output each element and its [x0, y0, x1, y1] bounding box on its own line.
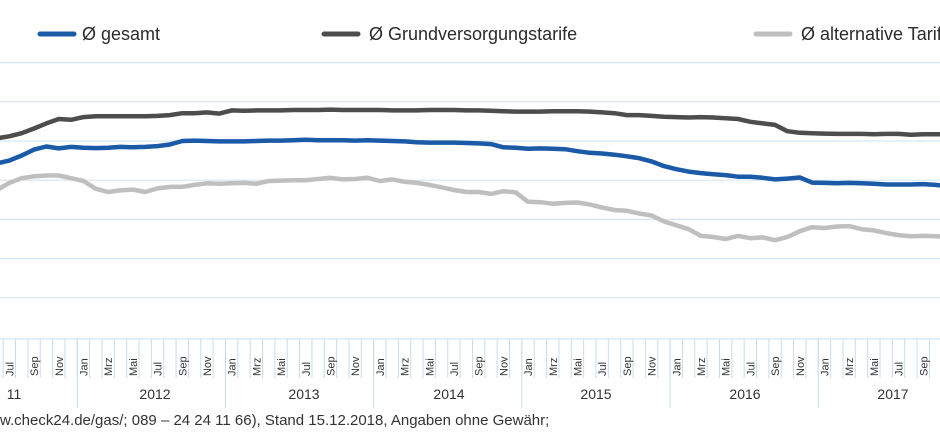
year-tick-label: 11: [7, 386, 22, 402]
series-group: [0, 107, 940, 243]
year-tick-label: 2013: [288, 386, 319, 402]
x-axis: Jul Sep Nov Jan Mrz Mai Jul Sep Nov Jan Mrz Mai Jul S…: [0, 338, 940, 408]
month-tick-label: Jan: [375, 358, 387, 376]
month-tick-label: Nov: [202, 356, 214, 376]
month-tick-label: Jan: [227, 358, 239, 376]
month-tick-label: Jul: [301, 362, 313, 376]
year-tick-label: 2017: [877, 386, 908, 402]
month-tick-label: Sep: [474, 356, 486, 376]
month-tick-label: Mai: [276, 358, 288, 376]
month-tick-label: Nov: [350, 356, 362, 376]
month-tick-label: Sep: [29, 356, 41, 376]
series-line: [0, 107, 940, 141]
month-tick-label: Jul: [4, 362, 16, 376]
month-tick-label: Jul: [449, 362, 461, 376]
month-tick-label: Nov: [54, 356, 66, 376]
year-tick-label: 2012: [139, 386, 170, 402]
month-tick-label: Sep: [770, 356, 782, 376]
legend-entry: Ø gesamt: [82, 24, 160, 44]
month-tick-label: Sep: [325, 356, 337, 376]
month-tick-label: Jul: [597, 362, 609, 376]
month-tick-label: Sep: [918, 356, 930, 376]
month-tick-label: Sep: [177, 356, 189, 376]
month-tick-label: Jan: [819, 358, 831, 376]
month-tick-label: Nov: [647, 356, 659, 376]
month-tick-label: Mrz: [400, 358, 412, 376]
legend-entry: Ø Grundversorgungstarife: [369, 24, 577, 44]
month-tick-label: Mrz: [844, 358, 856, 376]
month-tick-label: Jan: [78, 358, 90, 376]
legend: Ø gesamt Ø Grundversorgungstarife Ø altern…: [37, 24, 940, 44]
month-tick-label: Mrz: [103, 358, 115, 376]
month-tick-label: Jan: [671, 358, 683, 376]
month-tick-label: Mrz: [548, 358, 560, 376]
month-tick-label: Sep: [622, 356, 634, 376]
year-tick-label: 2014: [433, 386, 464, 402]
month-tick-label: Jul: [153, 362, 165, 376]
month-tick-label: Mrz: [251, 358, 263, 376]
month-tick-label: Mai: [424, 358, 436, 376]
month-tick-label: Mai: [572, 358, 584, 376]
month-tick-label: Nov: [498, 356, 510, 376]
month-tick-label: Mai: [869, 358, 881, 376]
grid-lines: [0, 61, 940, 299]
source-note: w.check24.de/gas/; 089 – 24 24 11 66), S…: [0, 412, 550, 429]
month-tick-label: Jul: [894, 362, 906, 376]
month-tick-label: Mrz: [696, 358, 708, 376]
year-tick-label: 2016: [729, 386, 760, 402]
month-tick-label: Nov: [795, 356, 807, 376]
series-line: [0, 173, 940, 243]
series-line: [0, 137, 940, 188]
month-tick-label: Mai: [721, 358, 733, 376]
month-tick-label: Jan: [523, 358, 535, 376]
month-tick-label: Mai: [128, 358, 140, 376]
month-tick-label: Jul: [745, 362, 757, 376]
year-tick-label: 2015: [580, 386, 611, 402]
legend-entry: Ø alternative Tarife: [801, 24, 940, 44]
